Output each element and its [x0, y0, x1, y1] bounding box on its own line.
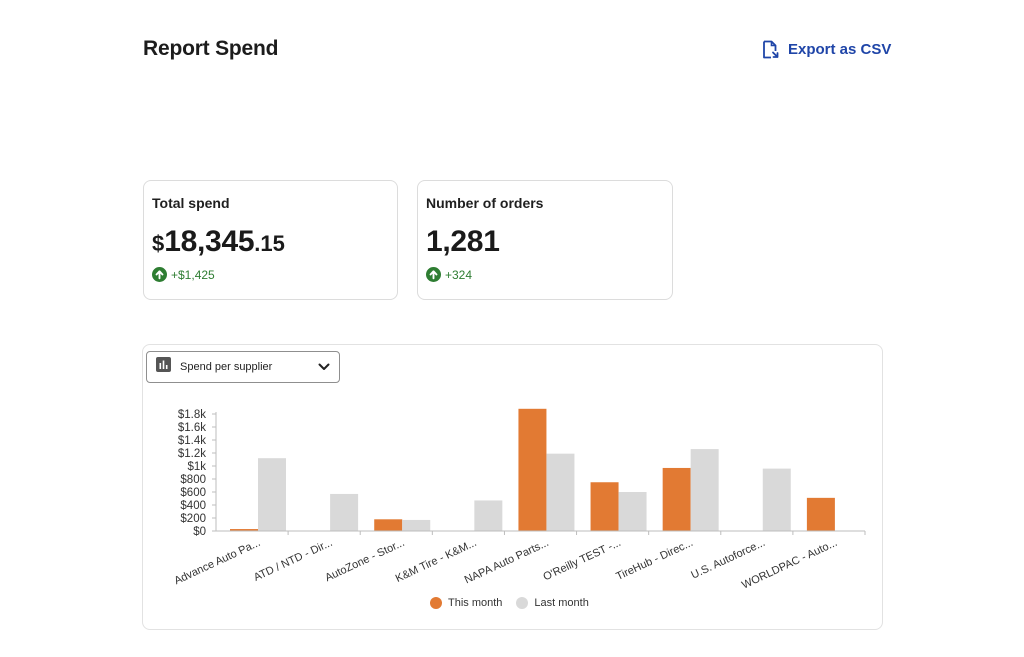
bar-last-month[interactable] — [546, 453, 575, 531]
y-tick-label: $400 — [180, 500, 206, 512]
bar-last-month[interactable] — [474, 500, 503, 531]
legend-label-this-month: This month — [448, 597, 503, 609]
y-tick-label: $1.6k — [178, 422, 206, 434]
chevron-down-icon — [318, 358, 330, 376]
y-tick-label: $200 — [180, 513, 206, 525]
legend-swatch-this-month — [430, 597, 442, 609]
total-spend-delta: +$1,425 — [152, 267, 215, 282]
x-tick-label: O'Reilly TEST -... — [541, 537, 622, 583]
bar-last-month[interactable] — [618, 492, 647, 531]
total-spend-card: Total spend $18,345.15 +$1,425 — [143, 180, 398, 300]
total-spend-currency: $ — [152, 231, 165, 256]
total-spend-title: Total spend — [152, 195, 230, 211]
spend-per-supplier-chart: $0$200$400$600$800$1k$1.2k$1.4k$1.6k$1.8… — [172, 408, 866, 592]
orders-main: 1,281 — [426, 225, 500, 258]
export-csv-label: Export as CSV — [788, 41, 892, 58]
arrow-up-circle-icon — [426, 267, 441, 282]
legend-item-last-month[interactable]: Last month — [516, 597, 589, 609]
orders-card: Number of orders 1,281 +324 — [417, 180, 673, 300]
orders-value: 1,281 — [426, 225, 500, 259]
y-tick-label: $1.4k — [178, 435, 206, 447]
x-tick-label: TireHub - Direc... — [614, 537, 695, 583]
y-tick-label: $800 — [180, 474, 206, 486]
bar-this-month[interactable] — [230, 529, 258, 531]
y-tick-label: $1k — [187, 461, 206, 473]
bar-this-month[interactable] — [518, 408, 547, 531]
total-spend-delta-value: +$1,425 — [171, 267, 215, 282]
total-spend-value: $18,345.15 — [152, 225, 285, 259]
bar-last-month[interactable] — [762, 468, 791, 531]
y-tick-label: $0 — [193, 526, 206, 538]
chart-select-label: Spend per supplier — [180, 361, 273, 373]
total-spend-main: 18,345 — [164, 225, 255, 258]
chart-legend: This month Last month — [430, 597, 589, 609]
file-export-icon — [762, 40, 779, 59]
arrow-up-circle-icon — [152, 267, 167, 282]
export-csv-button[interactable]: Export as CSV — [762, 40, 891, 59]
legend-item-this-month[interactable]: This month — [430, 597, 502, 609]
legend-label-last-month: Last month — [534, 597, 589, 609]
bar-this-month[interactable] — [590, 482, 619, 531]
chart-type-select[interactable]: Spend per supplier — [146, 351, 340, 383]
bar-this-month[interactable] — [662, 467, 691, 531]
y-tick-label: $1.8k — [178, 409, 206, 421]
orders-delta: +324 — [426, 267, 472, 282]
bar-last-month[interactable] — [402, 519, 431, 531]
y-tick-label: $600 — [180, 487, 206, 499]
bar-last-month[interactable] — [330, 493, 359, 531]
orders-delta-value: +324 — [445, 267, 473, 282]
orders-title: Number of orders — [426, 195, 544, 211]
x-tick-label: AutoZone - Stor... — [323, 537, 406, 584]
page-title: Report Spend — [143, 37, 279, 60]
legend-swatch-last-month — [516, 597, 529, 609]
bar-this-month[interactable] — [374, 519, 403, 531]
spend-chart-card: $0 $200 $400 $600 $800 $1k $1.2k $1.4k $1.6k $1.8… — [142, 344, 883, 630]
total-spend-decimal: .15 — [254, 231, 285, 256]
bar-chart-icon — [156, 357, 171, 377]
bar-last-month[interactable] — [258, 458, 286, 531]
bar-last-month[interactable] — [690, 449, 719, 531]
x-tick-label: ATD / NTD - Dir... — [252, 537, 334, 584]
y-tick-label: $1.2k — [178, 448, 206, 460]
x-tick-label: Advance Auto Pa... — [172, 537, 262, 587]
bar-this-month[interactable] — [806, 497, 835, 531]
